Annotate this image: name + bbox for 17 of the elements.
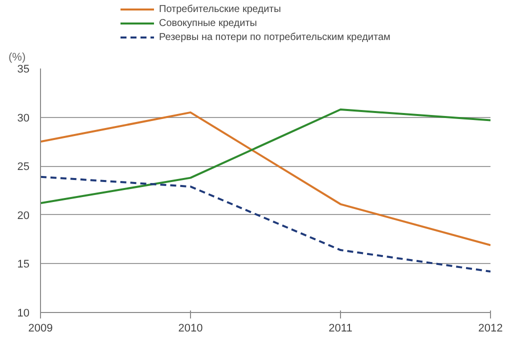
y-axis-title: (%) bbox=[8, 52, 26, 64]
legend-label: Резервы на потери по потребительским кредитам bbox=[159, 30, 390, 44]
y-tick-label: 25 bbox=[17, 161, 30, 174]
x-tick-label: 2012 bbox=[478, 322, 503, 334]
x-tick-label: 2009 bbox=[28, 322, 53, 334]
x-tick-label: 2010 bbox=[178, 322, 203, 334]
legend-label: Потребительские кредиты bbox=[159, 2, 281, 16]
line-series bbox=[40, 111, 490, 246]
y-tick-label: 20 bbox=[17, 210, 30, 222]
y-tick-label: 35 bbox=[17, 64, 30, 76]
y-tick-label: 30 bbox=[17, 112, 30, 124]
y-tick-label: 10 bbox=[17, 308, 30, 320]
y-tick-label: 15 bbox=[17, 258, 30, 271]
legend-label: Совокупные кредиты bbox=[159, 16, 257, 30]
line-series bbox=[40, 108, 490, 204]
line-series bbox=[40, 176, 490, 273]
x-tick-label: 2011 bbox=[328, 322, 352, 334]
